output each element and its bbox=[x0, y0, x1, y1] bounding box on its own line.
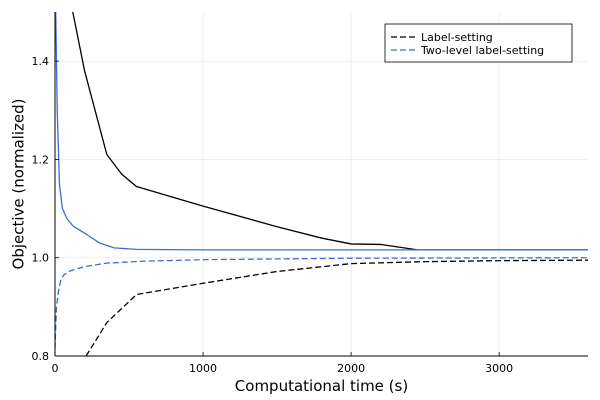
y-tick-label: 0.8 bbox=[32, 350, 50, 363]
x-tick-label: 0 bbox=[52, 362, 59, 375]
x-tick-label: 1000 bbox=[189, 362, 217, 375]
x-axis-title: Computational time (s) bbox=[235, 377, 408, 395]
axes bbox=[54, 12, 588, 357]
legend-box bbox=[384, 23, 573, 63]
legend-entry: Two-level label-setting bbox=[420, 44, 544, 57]
y-tick-label: 1.4 bbox=[32, 55, 50, 68]
series-line-two-level-label-setting-upper bbox=[55, 11, 588, 251]
x-tick-label: 2000 bbox=[337, 362, 365, 375]
legend-entry: Label-setting bbox=[421, 31, 493, 44]
y-tick-label: 1.0 bbox=[32, 252, 50, 265]
series-line-label-setting-lower bbox=[85, 259, 589, 357]
plot-series bbox=[54, 11, 589, 357]
series-line-label-setting-upper bbox=[72, 11, 588, 251]
y-axis-title: Objective (normalized) bbox=[9, 99, 27, 270]
tick-labels: 0 1000 2000 3000 0.8 1.0 1.2 1.4 bbox=[32, 55, 514, 375]
grid bbox=[54, 12, 588, 357]
y-tick-label: 1.2 bbox=[32, 153, 50, 166]
series-line-two-level-label-setting-lower bbox=[54, 257, 589, 349]
x-tick-label: 3000 bbox=[485, 362, 513, 375]
